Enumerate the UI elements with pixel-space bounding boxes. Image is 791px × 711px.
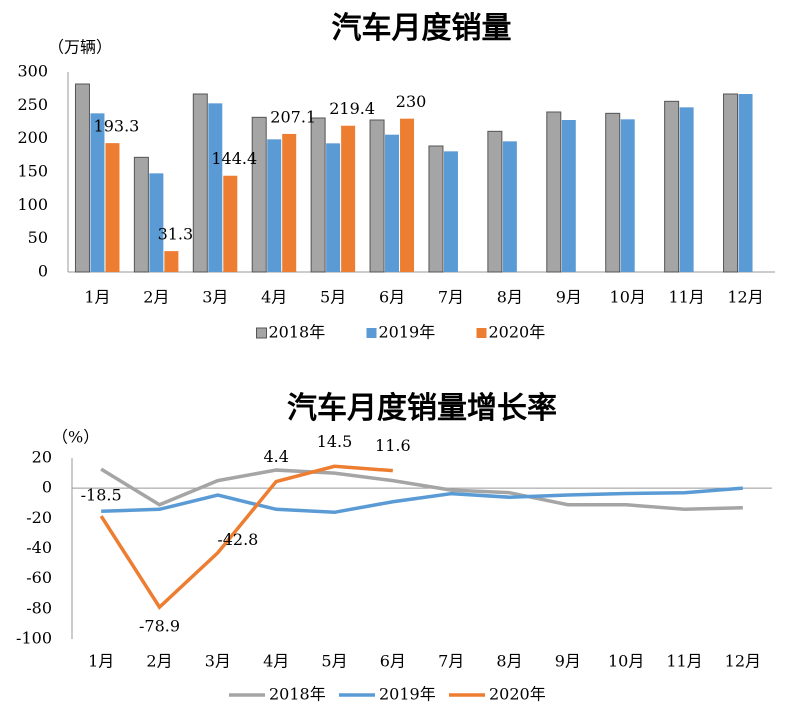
x-tick-label: 8月 <box>496 652 522 671</box>
y-tick-label: 150 <box>17 162 48 181</box>
line <box>100 467 743 512</box>
y-tick-label: -100 <box>16 629 52 648</box>
y-tick-label: 20 <box>32 448 52 467</box>
data-label: 193.3 <box>94 117 140 136</box>
x-tick-label: 2月 <box>146 652 172 671</box>
bar <box>679 107 694 272</box>
bar <box>149 173 164 272</box>
bar <box>620 119 635 272</box>
bar <box>74 83 90 273</box>
line <box>99 464 393 610</box>
x-tick-label: 7月 <box>438 652 464 671</box>
y-tick-label: 100 <box>17 195 48 214</box>
bar <box>133 156 149 273</box>
legend-label: 2018年 <box>269 323 326 342</box>
x-tick-label: 10月 <box>610 288 646 307</box>
y-tick-label: -60 <box>26 568 52 587</box>
bar <box>341 125 356 272</box>
data-label: 14.5 <box>317 432 353 451</box>
bar <box>208 103 223 272</box>
x-tick-label: 10月 <box>608 652 644 671</box>
bar <box>487 130 503 273</box>
y-tick-label: -40 <box>26 538 52 557</box>
bar <box>164 251 179 272</box>
x-tick-label: 4月 <box>261 288 287 307</box>
x-tick-label: 1月 <box>84 288 110 307</box>
y-axis-label: （万辆） <box>48 38 112 57</box>
legend-label: 2019年 <box>379 685 436 704</box>
chart-title: 汽车月度销量增长率 <box>287 391 557 426</box>
y-axis-label: （%） <box>52 428 99 447</box>
x-tick-label: 6月 <box>380 652 406 671</box>
bar <box>664 100 680 273</box>
legend-label: 2020年 <box>489 323 546 342</box>
bar <box>561 120 576 272</box>
chart-title: 汽车月度销量 <box>332 11 512 46</box>
y-tick-label: 0 <box>38 262 48 281</box>
legend-swatch <box>256 327 267 339</box>
bar <box>385 134 400 272</box>
bar <box>251 116 267 273</box>
bar <box>502 141 517 272</box>
bar <box>282 133 297 272</box>
bar <box>326 143 341 272</box>
legend-label: 2020年 <box>489 685 546 704</box>
legend-swatch <box>366 328 377 338</box>
data-label: -18.5 <box>81 486 122 505</box>
x-tick-label: 7月 <box>438 288 464 307</box>
x-tick-label: 9月 <box>556 288 582 307</box>
data-label: 4.4 <box>263 447 288 466</box>
data-label: 11.6 <box>375 436 411 455</box>
data-label: 207.1 <box>270 107 316 126</box>
x-tick-label: 1月 <box>88 652 114 671</box>
bar <box>428 145 444 273</box>
line <box>101 486 743 515</box>
y-tick-label: 200 <box>17 128 48 147</box>
bar <box>192 93 208 273</box>
y-tick-label: 0 <box>42 478 52 497</box>
bar <box>310 117 326 273</box>
x-tick-label: 5月 <box>321 652 347 671</box>
data-label: -78.9 <box>139 617 180 636</box>
bar <box>738 94 753 272</box>
bar <box>443 151 458 272</box>
bar <box>723 93 739 273</box>
y-tick-label: 300 <box>17 62 48 81</box>
y-tick-label: 250 <box>17 95 48 114</box>
x-tick-label: 12月 <box>725 652 761 671</box>
data-label: -42.8 <box>217 530 258 549</box>
bar <box>400 118 415 273</box>
x-tick-label: 2月 <box>143 288 169 307</box>
data-label: 144.4 <box>211 149 257 168</box>
data-label: 219.4 <box>329 99 375 118</box>
legend-label: 2018年 <box>269 685 326 704</box>
y-tick-label: -20 <box>26 508 52 527</box>
bar <box>546 111 562 273</box>
bar <box>369 119 385 273</box>
x-tick-label: 6月 <box>379 288 405 307</box>
data-label: 230 <box>396 92 427 111</box>
y-tick-label: 50 <box>28 228 48 247</box>
data-label: 31.3 <box>158 225 194 244</box>
bar <box>267 139 282 272</box>
x-tick-label: 12月 <box>727 288 763 307</box>
x-tick-label: 4月 <box>263 652 289 671</box>
bar <box>605 112 621 273</box>
x-tick-label: 11月 <box>668 288 704 307</box>
bar <box>105 143 120 272</box>
x-tick-label: 3月 <box>205 652 231 671</box>
x-tick-label: 3月 <box>202 288 228 307</box>
y-tick-label: -80 <box>26 598 52 617</box>
bar <box>90 113 105 272</box>
x-tick-label: 8月 <box>497 288 523 307</box>
x-tick-label: 9月 <box>555 652 581 671</box>
bar <box>223 175 238 272</box>
x-tick-label: 5月 <box>320 288 346 307</box>
x-tick-label: 11月 <box>666 652 702 671</box>
legend-label: 2019年 <box>379 323 436 342</box>
legend-swatch <box>476 328 487 338</box>
